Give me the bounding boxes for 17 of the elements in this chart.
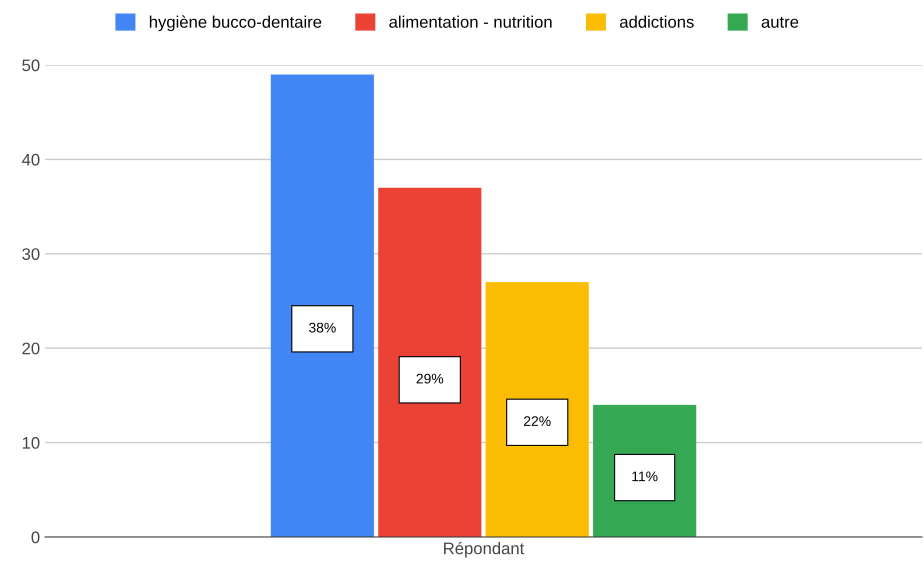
legend-label: autre [762,16,798,28]
annotation: 29% [416,374,444,384]
annotation: 22% [524,416,551,426]
annotation: 11% [632,471,658,482]
bar [270,74,374,537]
y-tick-label: 0 [32,531,40,544]
y-tick-label: 50 [22,59,40,72]
legend-label: addictions [620,16,694,28]
y-tick-label: 20 [22,342,40,354]
y-tick-label: 30 [22,248,40,260]
legend-label: alimentation - nutrition [389,16,552,28]
y-tick-label: 10 [22,437,40,449]
y-tick-label: 40 [22,154,40,166]
bar [378,188,482,537]
annotation: 38% [308,322,336,333]
legend-label: hygiène bucco-dentaire [150,15,322,32]
x-tick-label: Répondant [444,542,524,558]
